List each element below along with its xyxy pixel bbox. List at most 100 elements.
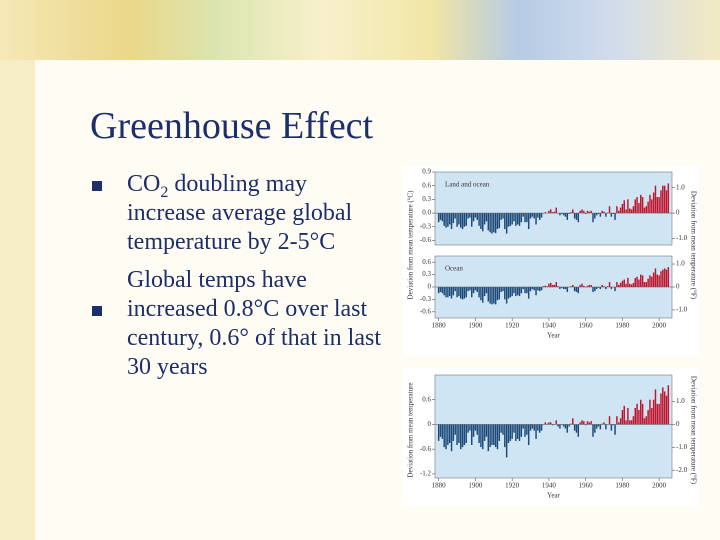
bar <box>544 422 546 425</box>
bar <box>599 213 602 217</box>
x-axis-title: Year <box>547 332 561 340</box>
bar <box>570 286 572 287</box>
bar <box>469 424 471 431</box>
bar <box>493 424 495 446</box>
y-tick-label: 0 <box>428 283 432 291</box>
bar <box>649 275 651 287</box>
x-tick-label: 1960 <box>579 322 594 330</box>
bar <box>516 287 519 296</box>
bar <box>454 424 456 435</box>
bar <box>491 424 493 446</box>
bar <box>656 197 659 214</box>
bar <box>537 424 539 431</box>
bar <box>551 284 554 287</box>
bar <box>535 287 537 296</box>
y2-tick-label: 0 <box>676 420 680 428</box>
bar <box>654 268 657 287</box>
bar <box>441 213 444 222</box>
bar <box>575 213 578 220</box>
y2-tick-label: 0 <box>676 209 680 217</box>
bullet-marker <box>92 181 102 191</box>
bar <box>647 278 649 287</box>
bar <box>566 287 569 292</box>
bar <box>634 407 636 425</box>
bar <box>608 416 611 425</box>
bar <box>472 213 475 222</box>
bar <box>527 287 530 299</box>
bar <box>636 276 638 287</box>
bar <box>450 287 453 299</box>
bar <box>623 405 625 425</box>
bar <box>629 420 631 425</box>
bar <box>610 424 613 431</box>
bar <box>439 424 442 437</box>
bar <box>649 399 651 425</box>
y-tick-label: -0.3 <box>420 295 432 303</box>
bar <box>658 275 660 287</box>
bar <box>619 282 622 287</box>
bar <box>443 287 445 296</box>
bar <box>524 213 526 223</box>
side-band <box>0 60 35 540</box>
bar <box>559 424 561 429</box>
bar <box>500 213 502 220</box>
bar <box>588 284 591 287</box>
bar <box>564 424 567 429</box>
bar <box>662 185 664 214</box>
y-tick-label: -0.6 <box>420 307 432 315</box>
plot-area <box>435 375 672 478</box>
bar <box>553 284 556 287</box>
bar <box>623 279 625 287</box>
bar <box>632 416 635 425</box>
bar <box>597 213 600 214</box>
bar <box>480 424 482 448</box>
x-tick-label: 1980 <box>615 322 630 330</box>
bar <box>608 206 611 214</box>
bar <box>597 424 600 427</box>
bar <box>647 201 649 214</box>
bar <box>494 213 497 234</box>
bar <box>515 287 517 297</box>
bar <box>540 424 543 431</box>
bar <box>564 213 567 217</box>
bar <box>555 282 557 287</box>
bar <box>529 424 532 431</box>
bar <box>524 424 526 437</box>
bar <box>441 424 444 439</box>
bar <box>617 210 620 214</box>
bar <box>588 422 591 425</box>
bar <box>522 213 524 217</box>
series-label: Land and ocean <box>445 181 490 189</box>
bar <box>592 213 594 223</box>
bar <box>493 287 495 304</box>
bar <box>625 420 627 425</box>
y2-tick-label: -1.0 <box>676 234 688 242</box>
bar <box>570 423 572 425</box>
bar <box>441 287 444 294</box>
bar <box>456 287 458 298</box>
bar <box>630 420 633 425</box>
bar <box>529 213 532 219</box>
bar <box>665 269 668 287</box>
bar <box>450 213 453 230</box>
bar <box>533 213 535 219</box>
bar <box>443 213 445 226</box>
bar <box>577 287 580 294</box>
bar <box>518 424 521 441</box>
bar <box>487 287 490 302</box>
bar <box>590 210 592 214</box>
bar <box>550 209 552 214</box>
x-tick-label: 2000 <box>652 482 667 490</box>
bar <box>454 213 456 219</box>
bar <box>550 282 552 287</box>
bar <box>623 200 625 214</box>
bar <box>667 267 670 287</box>
bar <box>651 276 653 287</box>
bar <box>507 424 510 443</box>
y-tick-label: -0.3 <box>420 222 432 230</box>
bar <box>601 284 603 287</box>
bar <box>491 213 493 234</box>
subscript: 2 <box>160 183 169 201</box>
bar <box>632 206 635 214</box>
bar <box>471 287 473 298</box>
